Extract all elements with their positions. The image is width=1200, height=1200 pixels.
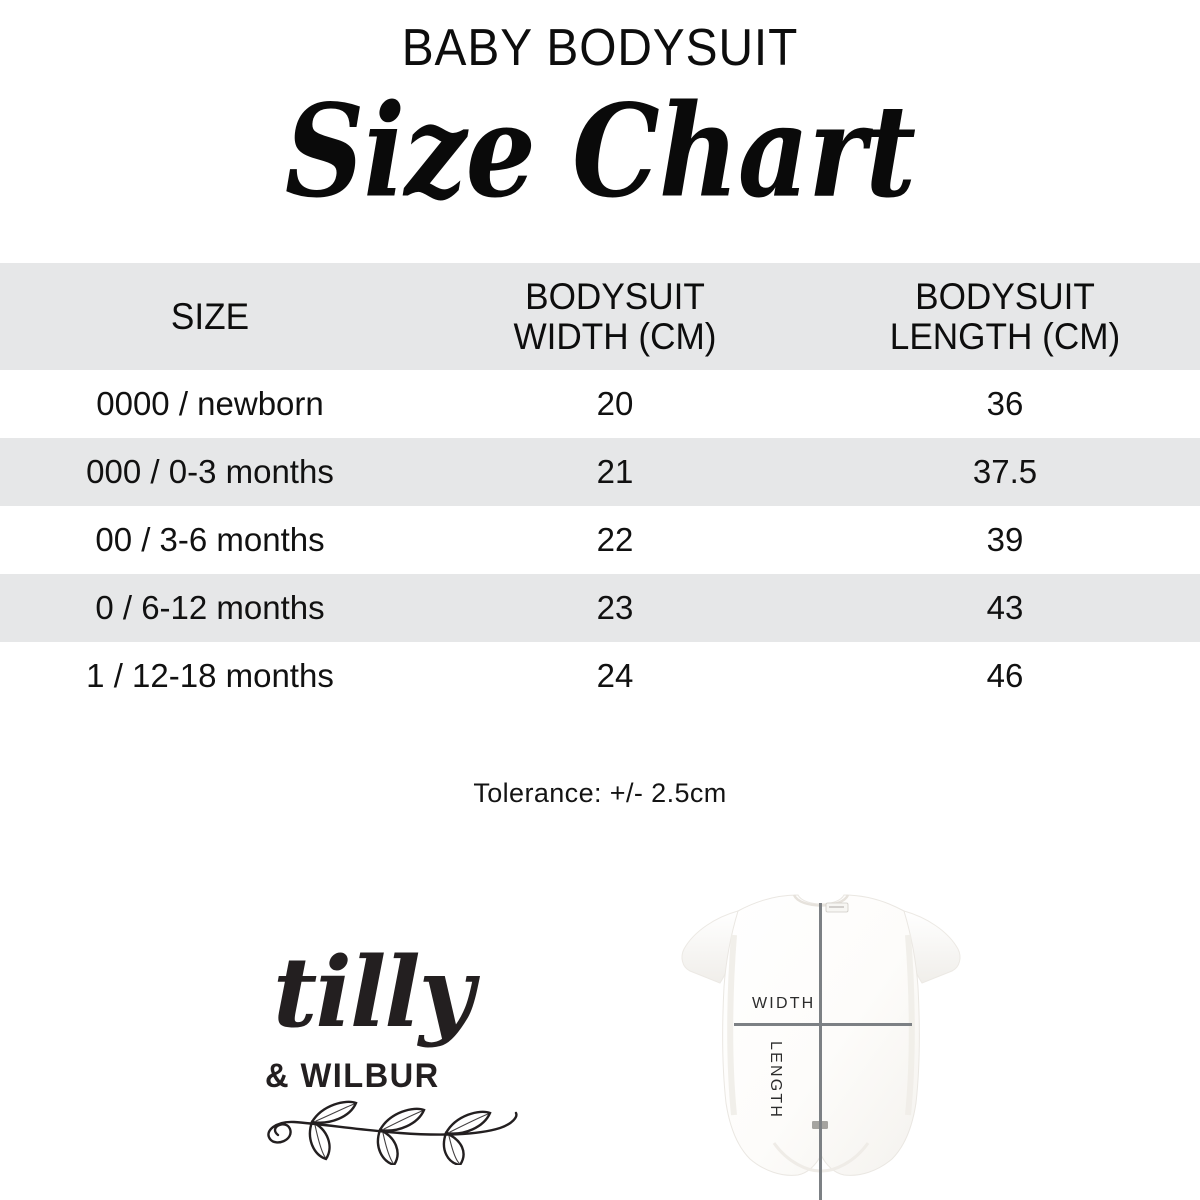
- column-header-length-line2: LENGTH (CM): [889, 315, 1121, 357]
- width-measure-line: [734, 1023, 912, 1026]
- brand-subname: & WILBUR: [265, 1057, 440, 1095]
- cell-width: 20: [420, 370, 810, 438]
- table-row: 00 / 3-6 months 22 39: [0, 506, 1200, 574]
- length-measure-line: [819, 903, 822, 1200]
- cell-width: 24: [420, 642, 810, 710]
- column-header-width-line2: WIDTH (CM): [513, 315, 717, 357]
- table-row: 0000 / newborn 20 36: [0, 370, 1200, 438]
- table-row: 0 / 6-12 months 23 43: [0, 574, 1200, 642]
- cell-width: 23: [420, 574, 810, 642]
- brand-logo: tilly & WILBUR: [255, 945, 545, 1165]
- table-row: 1 / 12-18 months 24 46: [0, 642, 1200, 710]
- cell-size: 1 / 12-18 months: [0, 642, 420, 710]
- size-chart-table: SIZE BODYSUIT WIDTH (CM) BODYSUIT LENGTH…: [0, 263, 1200, 710]
- width-measure-label: WIDTH: [752, 995, 816, 1012]
- cell-size: 0000 / newborn: [0, 370, 420, 438]
- brand-name: tilly: [273, 936, 475, 1049]
- column-header-width: BODYSUIT WIDTH (CM): [420, 263, 810, 370]
- page-title: BABY BODYSUIT: [401, 19, 799, 77]
- column-header-width-line1: BODYSUIT: [525, 275, 705, 317]
- table-row: 000 / 0-3 months 21 37.5: [0, 438, 1200, 506]
- page-subtitle: Size Chart: [284, 77, 916, 227]
- column-header-length: BODYSUIT LENGTH (CM): [810, 263, 1200, 370]
- cell-length: 39: [810, 506, 1200, 574]
- cell-size: 0 / 6-12 months: [0, 574, 420, 642]
- cell-width: 21: [420, 438, 810, 506]
- column-header-length-line1: BODYSUIT: [915, 275, 1095, 317]
- table-header: SIZE BODYSUIT WIDTH (CM) BODYSUIT LENGTH…: [0, 263, 1200, 370]
- cell-length: 43: [810, 574, 1200, 642]
- cell-length: 46: [810, 642, 1200, 710]
- table-body: 0000 / newborn 20 36 000 / 0-3 months 21…: [0, 370, 1200, 710]
- column-header-size: SIZE: [0, 263, 420, 370]
- bodysuit-illustration: WIDTH LENGTH: [676, 875, 966, 1200]
- cell-length: 37.5: [810, 438, 1200, 506]
- cell-width: 22: [420, 506, 810, 574]
- tolerance-note: Tolerance: +/- 2.5cm: [473, 778, 727, 808]
- leaf-branch-icon: [267, 1100, 518, 1165]
- cell-size: 000 / 0-3 months: [0, 438, 420, 506]
- table-header-row: SIZE BODYSUIT WIDTH (CM) BODYSUIT LENGTH…: [0, 263, 1200, 370]
- title-block: BABY BODYSUIT Size Chart: [0, 0, 1200, 215]
- column-header-size-label: SIZE: [170, 295, 250, 337]
- cell-length: 36: [810, 370, 1200, 438]
- length-measure-label: LENGTH: [767, 1041, 784, 1120]
- cell-size: 00 / 3-6 months: [0, 506, 420, 574]
